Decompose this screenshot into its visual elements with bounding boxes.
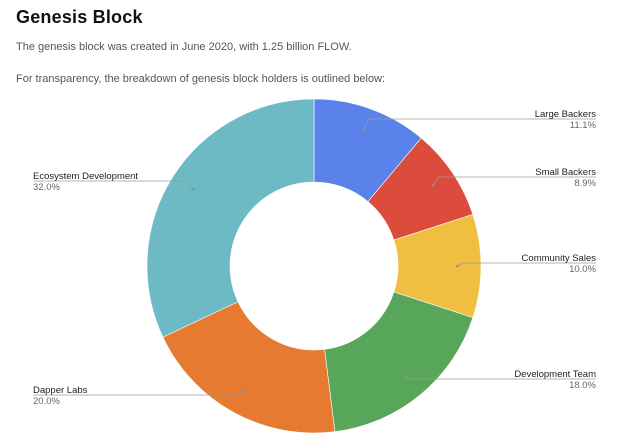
label-large-backers: Large Backers — [535, 109, 597, 120]
value-label-dapper-labs: 20.0% — [33, 396, 60, 407]
label-development-team: Development Team — [514, 369, 596, 380]
value-label-community-sales: 10.0% — [569, 264, 596, 275]
slice-ecosystem-development — [146, 98, 315, 338]
leader-line-dapper-labs — [33, 391, 246, 396]
label-community-sales: Community Sales — [522, 253, 597, 264]
value-label-small-backers: 8.9% — [574, 178, 596, 189]
intro-paragraph: The genesis block was created in June 20… — [16, 41, 352, 53]
leader-line-community-sales — [457, 262, 596, 267]
label-dapper-labs: Dapper Labs — [33, 385, 88, 396]
leader-line-small-backers — [432, 176, 596, 186]
donut-slices — [146, 98, 482, 434]
breakdown-paragraph: For transparency, the breakdown of genes… — [16, 73, 386, 85]
leader-line-large-backers — [362, 118, 596, 132]
slice-development-team — [324, 291, 474, 433]
label-ecosystem-development: Ecosystem Development — [33, 171, 138, 182]
leader-line-development-team — [405, 376, 596, 380]
label-small-backers: Small Backers — [535, 167, 596, 178]
label-leader-lines — [33, 118, 596, 396]
value-label-ecosystem-development: 32.0% — [33, 182, 60, 193]
page-title: Genesis Block — [16, 7, 143, 27]
leader-line-ecosystem-development — [33, 180, 194, 190]
value-label-development-team: 18.0% — [569, 380, 596, 391]
value-label-large-backers: 11.1% — [570, 120, 597, 131]
slice-dapper-labs — [162, 301, 336, 434]
